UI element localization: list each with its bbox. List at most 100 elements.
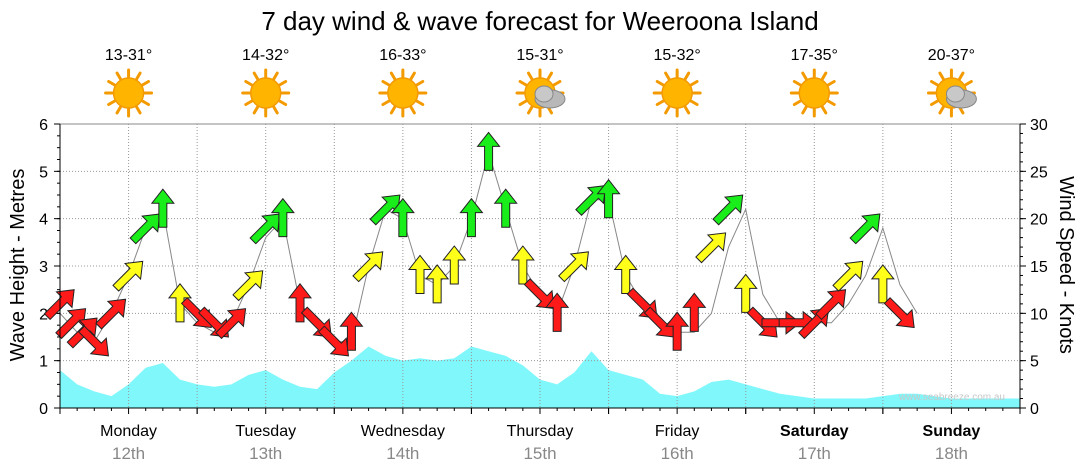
watermark: www.seabreeze.com.au [898,392,1005,403]
day-date-label: 18th [935,444,968,463]
sun-ray [278,99,288,106]
wind-arrow [318,325,350,357]
sun-ray [518,80,528,87]
wind-arrow-shape [43,289,75,321]
day-date-label: 14th [386,444,419,463]
wind-arrow [733,273,758,313]
wind-arrow-shape [425,264,450,304]
wind-arrow-shape [129,213,161,245]
sun-ray [963,80,973,87]
wind-arrow [665,311,690,351]
day-name-label: Sunday [923,423,981,440]
wind-arrow [870,264,895,304]
left-tick-label: 4 [39,212,48,229]
right-tick-label: 5 [1030,354,1039,371]
sun-icon [241,68,291,118]
day-name-label: Wednesday [361,423,445,440]
wind-arrow-shape [459,197,484,238]
right-tick-label: 15 [1030,259,1048,276]
wind-arrow-shape [596,178,621,219]
sun-ray [415,80,425,87]
wind-arrow-shape [476,131,501,171]
wind-arrow-shape [390,197,415,238]
day-temperature: 15-31° [516,47,563,64]
sun-ray [820,105,828,115]
day-name-label: Monday [100,423,157,440]
wind-arrow [55,308,87,340]
sun-ray [552,80,562,87]
cloud-puff [945,85,965,103]
wind-arrow [352,251,384,283]
wind-arrow-shape [150,188,175,228]
wind-arrow-shape [682,292,707,332]
wind-arrow-shape [870,264,895,304]
sun-ray [930,80,940,87]
sun-ray [409,105,416,115]
wind-arrow [43,289,75,321]
sun-ray [115,105,123,115]
wind-arrow [476,131,501,171]
sun-ray [244,80,254,87]
wind-arrow-shape [407,254,433,294]
right-axis-label: Wind Speed - Knots [1055,176,1077,354]
wind-arrow [682,292,707,332]
wind-arrow [596,178,621,219]
wind-arrow-shape [232,270,264,302]
sun-cloud-icon [515,68,566,118]
sun-ray [409,71,416,81]
left-tick-label: 2 [39,306,48,323]
wind-arrow-shape [815,289,847,321]
wind-arrow-shape [493,188,518,228]
sun-ray [655,80,665,87]
wind-arrow-shape [665,311,690,351]
sun-ray [655,99,665,106]
wind-arrow-shape [712,194,744,226]
day-name-label: Saturday [780,423,849,440]
wind-arrow [832,260,864,292]
sun-disc [249,77,282,109]
wind-arrow [112,260,144,292]
wind-arrow-shape [613,254,638,294]
right-tick-label: 30 [1030,117,1048,134]
left-tick-label: 0 [39,401,48,418]
day-date-label: 13th [249,444,282,463]
sun-ray [664,105,671,115]
right-tick-label: 0 [1030,401,1039,418]
right-tick-label: 10 [1030,306,1048,323]
wind-arrow-shape [167,283,193,323]
wind-arrow [270,197,295,238]
wind-arrow-shape [558,251,590,283]
sun-ray [140,99,150,106]
day-temperature: 20-37° [928,47,975,64]
sun-icon [652,68,702,118]
sun-ray [820,71,828,81]
wave-height-area [60,346,1020,408]
day-date-label: 16th [661,444,694,463]
wind-arrow [95,298,127,330]
day-name-label: Thursday [507,423,574,440]
wind-arrow [339,311,364,351]
sun-icon [104,68,154,118]
wind-arrow [558,251,590,283]
sun-disc [387,77,419,109]
wind-arrow [493,188,518,228]
wind-arrow [510,245,535,285]
wind-arrow-shape [318,325,350,357]
right-tick-label: 20 [1030,212,1048,229]
wind-arrow-shape [733,273,758,313]
day-name-label: Friday [655,423,699,440]
sun-icon [789,68,839,118]
left-tick-label: 6 [39,117,48,134]
sun-disc [661,77,693,109]
right-tick-label: 25 [1030,164,1048,181]
wind-arrow [425,264,450,304]
wind-arrow-shape [249,213,281,245]
sun-ray [801,105,808,115]
sun-ray [664,71,671,81]
sun-ray [792,99,802,106]
wind-arrow [287,283,313,323]
sun-ray [272,71,279,81]
sun-ray [527,71,534,81]
sun-ray [683,71,691,81]
